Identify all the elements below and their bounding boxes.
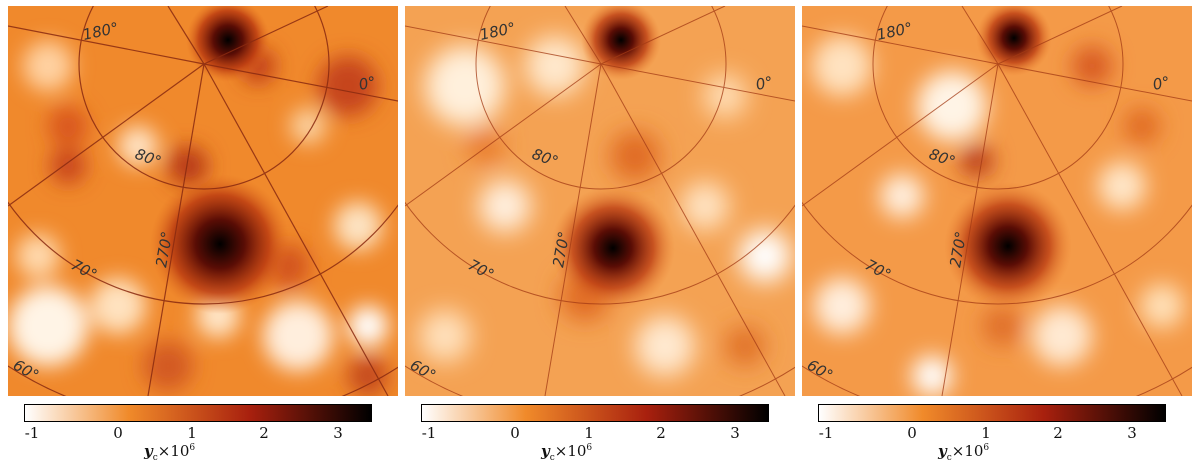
bright-source (581, 6, 661, 80)
colorbar-gradient (818, 404, 1166, 422)
map-panel-right: 180° 0° 270° 80° 70° 60° -1 0 1 2 3 yc×1… (802, 6, 1192, 463)
colorbar-tick: -1 (421, 424, 437, 442)
colorbar: -1 0 1 2 3 yc×106 (24, 404, 374, 463)
colorbar-tick: 3 (333, 424, 343, 442)
sky-map-svg: 180° 0° 270° 80° 70° 60° (802, 6, 1192, 396)
cluster-signal (150, 174, 290, 314)
colorbar-tick: 3 (730, 424, 740, 442)
colorbar: -1 0 1 2 3 yc×106 (421, 404, 771, 463)
graticule (405, 6, 795, 396)
colorbar-tick: 1 (981, 424, 991, 442)
colorbar-tick: 1 (584, 424, 594, 442)
colorbar-tick: -1 (24, 424, 40, 442)
colorbar-label: yc×106 (541, 442, 593, 463)
colorbar-label: yc×106 (144, 442, 196, 463)
colorbar-gradient (24, 404, 372, 422)
sky-map: 180° 0° 270° 80° 70° 60° (405, 6, 795, 396)
graticule (8, 6, 398, 396)
sky-map-svg: 180° 0° 270° 80° 70° 60° (405, 6, 795, 396)
colorbar-tick: -1 (818, 424, 834, 442)
label-lon-0: 0° (754, 73, 774, 94)
colorbar-tick: 0 (510, 424, 520, 442)
colorbar-tick: 3 (1127, 424, 1137, 442)
colorbar-tick: 0 (113, 424, 123, 442)
colorbar-tick: 0 (907, 424, 917, 442)
colorbar-tick: 2 (656, 424, 666, 442)
colorbar-tick: 2 (259, 424, 269, 442)
label-lon-0: 0° (1151, 73, 1171, 94)
colorbar-tick: 1 (187, 424, 197, 442)
colorbar: -1 0 1 2 3 yc×106 (818, 404, 1168, 463)
cluster-signal (944, 182, 1072, 310)
colorbar-tick: 2 (1053, 424, 1063, 442)
noise-field (419, 36, 791, 376)
colorbar-label: yc×106 (938, 442, 990, 463)
sky-map-svg: 180° 0° 270° 80° 70° 60° (8, 6, 398, 396)
noise-field (812, 36, 1184, 396)
graticule (802, 6, 1192, 396)
cluster-signal (551, 186, 675, 310)
map-panel-left: 180° 0° 270° 80° 70° 60° -1 0 1 2 3 yc×1… (8, 6, 398, 463)
label-lon-0: 0° (357, 73, 377, 94)
map-panel-middle: 180° 0° 270° 80° 70° 60° -1 0 1 2 3 yc×1… (405, 6, 795, 463)
colorbar-gradient (421, 404, 769, 422)
sky-map: 180° 0° 270° 80° 70° 60° (802, 6, 1192, 396)
sky-map: 180° 0° 270° 80° 70° 60° (8, 6, 398, 396)
